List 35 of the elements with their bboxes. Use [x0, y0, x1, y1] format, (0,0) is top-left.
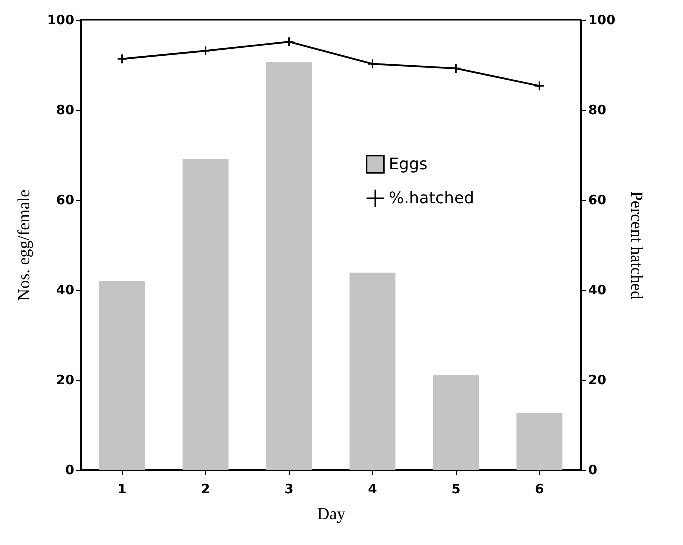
point	[534, 80, 545, 92]
x-tick-label: 3	[284, 482, 294, 498]
bar	[350, 272, 396, 470]
y2-tick-label: 0	[588, 464, 598, 478]
bar	[266, 62, 312, 470]
x-tick-label: 4	[368, 482, 378, 498]
x-tick-label: 6	[535, 482, 544, 498]
point	[284, 36, 294, 48]
point	[368, 58, 378, 70]
y2-tick-label: 80	[588, 104, 607, 118]
y2-tick-label: 40	[588, 284, 607, 298]
bar	[516, 413, 563, 470]
y-tick-label: 100	[47, 14, 74, 28]
y-tick-label: 40	[56, 284, 74, 298]
point	[450, 63, 462, 74]
legend-label: %.hatched	[389, 188, 474, 208]
y2-tick-label: 60	[588, 194, 607, 208]
bar	[182, 160, 229, 470]
bar	[433, 376, 480, 470]
point	[200, 46, 212, 56]
y-tick-label: 80	[56, 104, 74, 118]
y-axis-title: Nos. egg/female	[14, 190, 34, 302]
y-tick-label: 60	[56, 194, 74, 208]
point	[117, 54, 128, 64]
x-tick-label: 5	[452, 482, 461, 498]
y-tick-label: 20	[56, 374, 74, 388]
x-axis-title: Day	[317, 504, 346, 524]
x-tick-label: 1	[118, 482, 127, 498]
x-tick-label: 2	[201, 482, 210, 498]
y-tick-label: 0	[65, 464, 74, 478]
y2-tick-label: 20	[588, 374, 607, 388]
y2-axis-title: Percent hatched	[628, 191, 647, 300]
y2-tick-label: 100	[588, 14, 616, 28]
bar	[99, 281, 146, 470]
legend-label: Eggs	[389, 154, 428, 174]
